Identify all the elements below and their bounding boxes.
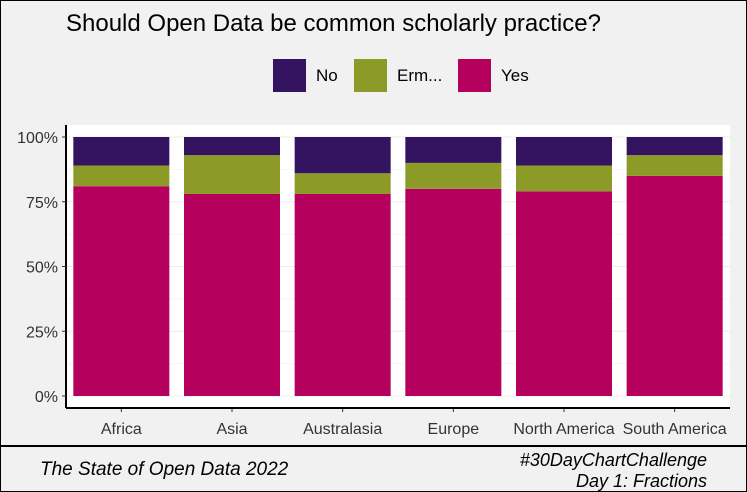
caption-source: The State of Open Data 2022 [40, 459, 289, 480]
bar-erm-australasia [294, 173, 391, 194]
bar-no-australasia [294, 137, 391, 174]
bar-yes-north-america [516, 191, 612, 396]
caption-challenge: #30DayChartChallenge Day 1: Fractions [520, 450, 707, 492]
bar-no-south-america [626, 137, 723, 156]
bar-no-europe [405, 137, 502, 163]
y-tick-label: 0% [35, 389, 58, 406]
legend-label: Yes [501, 66, 529, 85]
chart-title: Should Open Data be common scholarly pra… [66, 10, 601, 37]
legend-label: No [316, 66, 338, 85]
caption-challenge-line2: Day 1: Fractions [575, 471, 707, 491]
bar-no-africa [73, 137, 170, 166]
bar-yes-europe [405, 188, 502, 396]
bar-yes-south-america [626, 175, 723, 396]
y-tick-label: 50% [26, 260, 58, 277]
y-tick-label: 75% [26, 195, 58, 212]
legend-swatch [458, 59, 491, 92]
bar-erm-north-america [516, 165, 612, 192]
y-tick-label: 100% [17, 130, 58, 147]
x-tick-label: South America [623, 421, 727, 438]
x-tick-label: Asia [216, 421, 247, 438]
caption-challenge-line1: #30DayChartChallenge [519, 450, 707, 470]
bar-erm-south-america [626, 155, 723, 176]
x-tick-label: Europe [428, 421, 480, 438]
legend-swatch [354, 59, 387, 92]
bar-no-asia [184, 137, 280, 156]
plot-area: Africa Asia Australasia Europe North America… [17, 125, 730, 438]
y-tick-label: 25% [26, 324, 58, 341]
bar-erm-europe [405, 162, 502, 189]
bar-erm-asia [184, 155, 280, 194]
x-tick-label: Australasia [303, 421, 382, 438]
bar-yes-australasia [294, 193, 391, 396]
bar-erm-africa [73, 165, 170, 187]
bar-yes-africa [73, 186, 170, 396]
footer-divider [0, 445, 747, 447]
legend-label: Erm... [397, 66, 443, 85]
legend-swatch [273, 59, 306, 92]
bar-yes-asia [184, 193, 280, 396]
x-tick-label: Africa [101, 421, 142, 438]
bar-no-north-america [516, 137, 612, 166]
x-tick-label: North America [513, 421, 614, 438]
